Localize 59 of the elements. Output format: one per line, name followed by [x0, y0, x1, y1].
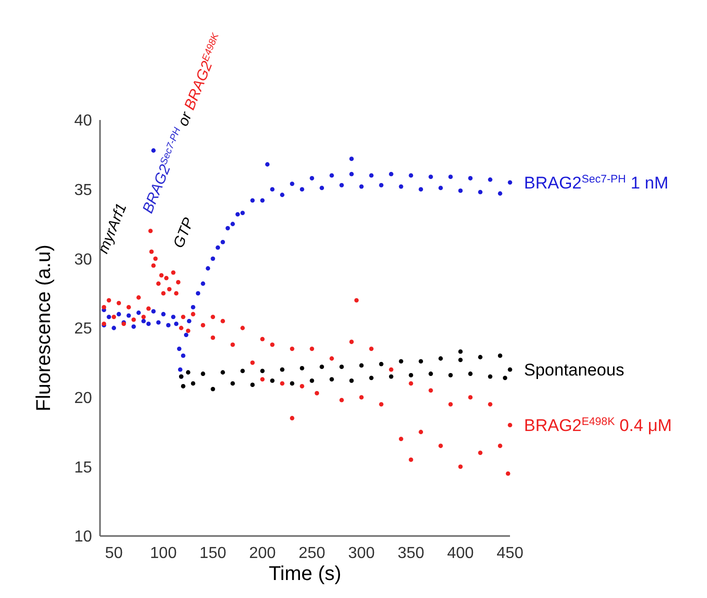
point	[320, 364, 324, 370]
point	[280, 367, 284, 372]
annotation: GTP	[170, 215, 198, 250]
point	[438, 356, 443, 361]
point	[339, 364, 344, 370]
y-tick-label: 35	[74, 182, 92, 199]
x-tick-label: 150	[200, 545, 226, 562]
point	[488, 374, 492, 379]
point	[190, 381, 196, 386]
point	[468, 372, 473, 376]
point	[330, 377, 334, 382]
point	[398, 359, 404, 364]
point	[428, 372, 433, 376]
series-label: Spontaneous	[524, 360, 624, 380]
point	[418, 359, 424, 364]
y-tick-label: 25	[74, 320, 92, 338]
point	[310, 378, 314, 383]
point	[270, 378, 275, 383]
point	[186, 370, 190, 375]
point	[408, 372, 414, 378]
point	[200, 372, 206, 376]
x-tick-label: 450	[496, 545, 524, 562]
point	[502, 376, 508, 380]
point	[180, 384, 186, 388]
point	[220, 370, 225, 375]
point	[210, 386, 216, 392]
x-tick-label: 50	[104, 545, 123, 562]
x-tick-label: 100	[150, 545, 177, 562]
point	[448, 372, 453, 378]
series-label: BRAG2$^{E498K}$ 0.4 μM	[524, 416, 672, 436]
point	[508, 367, 512, 372]
point	[300, 366, 304, 370]
point	[349, 378, 354, 383]
point	[369, 376, 374, 380]
x-tick-label: 200	[249, 545, 276, 562]
x-axis-title: Time (s)	[268, 563, 342, 585]
point	[290, 381, 294, 386]
point	[458, 358, 463, 362]
y-tick-label: 10	[74, 528, 92, 546]
y-tick-label: 20	[74, 390, 92, 407]
y-axis-title: Fluorescence (a.u)	[33, 244, 55, 412]
x-tick-label: 300	[348, 545, 375, 562]
y-tick-label: 15	[74, 459, 92, 476]
point	[230, 381, 235, 386]
y-tick-label: 30	[74, 251, 92, 268]
point	[458, 349, 463, 354]
x-tick-label: 250	[298, 545, 326, 562]
point	[478, 354, 482, 360]
point	[359, 363, 364, 368]
point	[240, 368, 245, 374]
x-tick-label: 350	[398, 545, 424, 562]
point	[379, 362, 384, 366]
series-label: BRAG2$^{Sec7-PH}$ 1 nM	[524, 173, 668, 192]
point	[250, 382, 255, 388]
point	[388, 374, 394, 379]
point	[498, 354, 502, 358]
point	[260, 368, 265, 374]
y-tick-label: 40	[74, 112, 92, 130]
x-tick-label: 400	[447, 545, 474, 562]
